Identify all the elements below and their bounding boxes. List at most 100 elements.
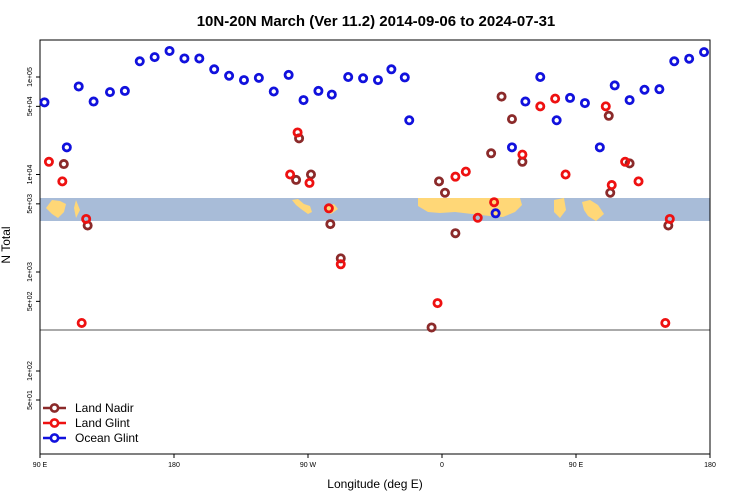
land-glint-point (323, 203, 334, 214)
ocean-glint-point (386, 64, 397, 75)
ocean-glint-point (326, 89, 337, 100)
land-glint-point (660, 317, 671, 328)
plot-frame (39, 39, 711, 455)
land-glint-point (600, 101, 611, 112)
land-glint-point (450, 171, 461, 182)
ocean-glint-point (669, 56, 680, 67)
land-glint-point (664, 213, 675, 224)
ocean-glint-point (313, 85, 324, 96)
land-nadir-point (58, 159, 69, 170)
ocean-glint-point (684, 53, 695, 64)
ocean-glint-point (506, 142, 517, 153)
data-points (39, 45, 710, 333)
legend-item-land-glint: Land Glint (43, 416, 130, 430)
ocean-glint-point (579, 98, 590, 109)
ocean-glint-point (699, 47, 710, 58)
ocean-glint-point (520, 96, 531, 107)
ocean-glint-point (209, 64, 220, 75)
land-glint-point (472, 212, 483, 223)
y-tick-label: 5e+02 (27, 291, 34, 311)
ocean-glint-point (609, 80, 620, 91)
land-nadir-point (291, 174, 302, 185)
ocean-glint-point (594, 142, 605, 153)
y-axis-label: N Total (0, 226, 13, 263)
x-tick-label: 90 W (300, 462, 317, 469)
land-nadir-point (506, 114, 517, 125)
land-glint-point (550, 93, 561, 104)
ocean-glint-point (164, 45, 175, 56)
ocean-glint-point (565, 92, 576, 103)
y-tick-label: 1e+05 (27, 67, 34, 87)
y-axis: 5e+01 1e+02 5e+02 1e+03 5e+03 1e+04 5e+04 1e+05 (27, 67, 40, 410)
land-nadir-point (305, 169, 316, 180)
ocean-glint-point (253, 72, 264, 83)
ocean-glint-point (238, 75, 249, 86)
ocean-glint-point (119, 85, 130, 96)
x-axis-label: Longitude (deg E) (327, 477, 422, 491)
y-tick-label: 5e+01 (27, 390, 34, 410)
land-glint-point (57, 176, 68, 187)
ocean-glint-point (624, 95, 635, 106)
ocean-glint-point (404, 115, 415, 126)
land-nadir-point (325, 219, 336, 230)
land-nadir-point (434, 176, 445, 187)
land-glint-point (460, 166, 471, 177)
legend-marker (49, 418, 60, 428)
land-glint-point (285, 169, 296, 180)
land-glint-point (43, 156, 54, 167)
chart-title: 10N-20N March (Ver 11.2) 2014-09-06 to 2… (197, 13, 556, 30)
land-glint-point (76, 317, 87, 328)
x-axis: 90 E 180 90 W 0 90 E 180 (33, 454, 716, 469)
y-tick-label: 1e+02 (27, 361, 34, 381)
legend-label: Land Nadir (75, 401, 134, 415)
ocean-glint-point (639, 84, 650, 95)
ocean-glint-point (268, 86, 279, 97)
land-nadir-point (450, 228, 461, 239)
ocean-glint-point (39, 97, 50, 108)
land-nadir-point (496, 91, 507, 102)
land-glint-point (304, 177, 315, 188)
land-glint-point (432, 298, 443, 309)
land-nadir-point (603, 110, 614, 121)
ocean-glint-point (224, 70, 235, 81)
legend-label: Land Glint (75, 416, 130, 430)
legend-item-land-nadir: Land Nadir (43, 401, 134, 415)
legend-marker (49, 403, 60, 413)
ocean-glint-point (61, 142, 72, 153)
ocean-glint-point (179, 53, 190, 64)
land-glint-point (489, 197, 500, 208)
land-glint-point (633, 176, 644, 187)
ocean-glint-point (535, 72, 546, 83)
ocean-glint-point (372, 75, 383, 86)
y-tick-label: 5e+03 (27, 194, 34, 214)
ocean-glint-point (654, 84, 665, 95)
ocean-glint-point (551, 115, 562, 126)
ocean-glint-point (490, 208, 501, 219)
legend-label: Ocean Glint (75, 431, 139, 445)
land-nadir-point (426, 322, 437, 333)
land-glint-point (517, 149, 528, 160)
ocean-glint-point (88, 96, 99, 107)
y-tick-label: 1e+03 (27, 262, 34, 282)
y-tick-label: 5e+04 (27, 96, 34, 116)
land-glint-point (335, 259, 346, 270)
land-glint-point (81, 213, 92, 224)
ocean-glint-point (298, 95, 309, 106)
legend-marker (49, 433, 60, 443)
x-tick-label: 180 (704, 462, 716, 469)
x-tick-label: 90 E (33, 462, 48, 469)
land-nadir-point (605, 187, 616, 198)
ocean-glint-point (343, 72, 354, 83)
land-glint-point (535, 101, 546, 112)
ocean-glint-point (73, 81, 84, 92)
y-tick-label: 1e+04 (27, 165, 34, 185)
ocean-glint-point (104, 87, 115, 98)
land-nadir-point (486, 148, 497, 159)
land-nadir-point (439, 187, 450, 198)
land-glint-point (606, 180, 617, 191)
land-glint-point (292, 127, 303, 138)
ocean-glint-point (194, 53, 205, 64)
